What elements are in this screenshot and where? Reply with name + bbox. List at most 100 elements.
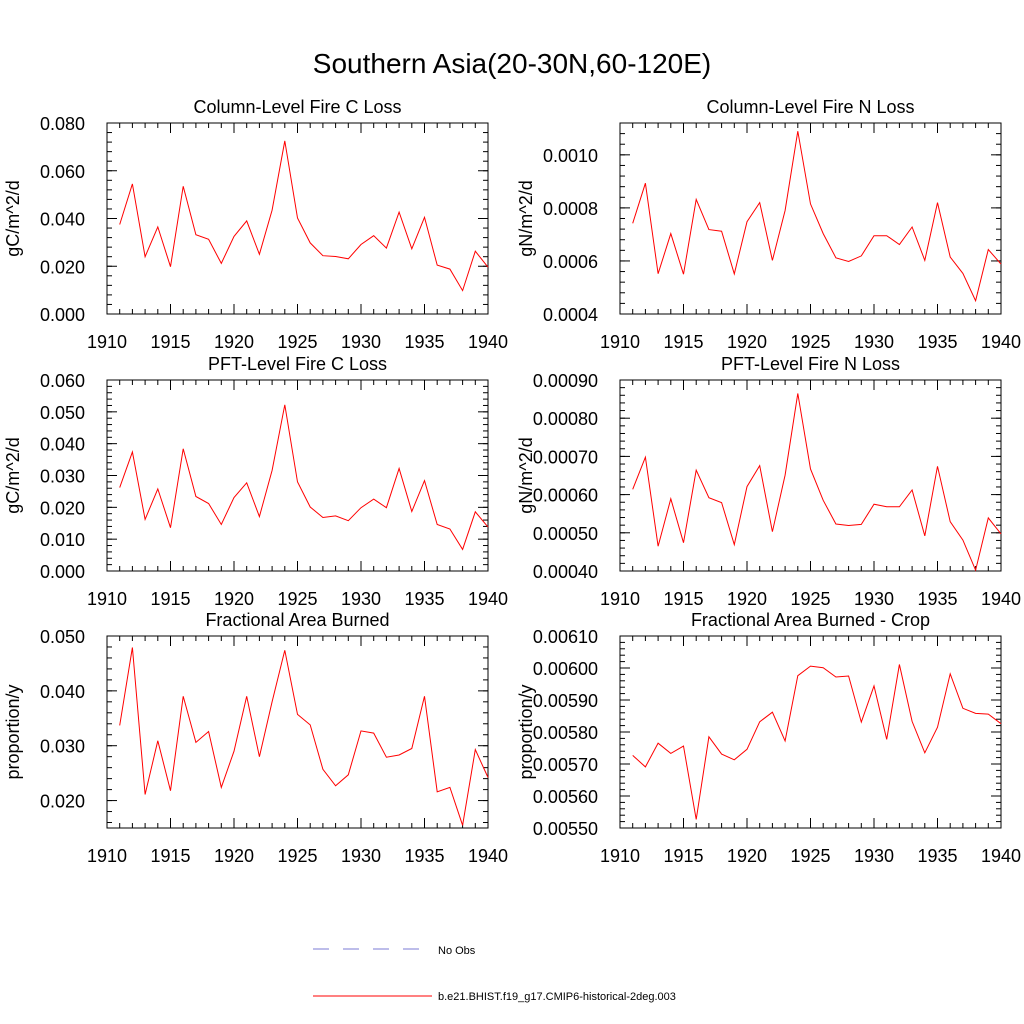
panel-2-y-tick-label: 0.0008 bbox=[543, 199, 598, 219]
panel-6-y-tick-label: 0.00580 bbox=[533, 723, 598, 743]
panel-4-y-tick-label: 0.00080 bbox=[533, 409, 598, 429]
panel-1-x-tick-label: 1930 bbox=[341, 332, 381, 352]
panel-2-x-tick-label: 1910 bbox=[600, 332, 640, 352]
panel-4-series-line-1 bbox=[632, 393, 1002, 572]
panel-4-x-tick-label: 1920 bbox=[727, 589, 767, 609]
panel-5-x-tick-label: 1910 bbox=[87, 846, 127, 866]
panel-5-y-tick-label: 0.050 bbox=[40, 627, 85, 647]
panel-6-x-tick-label: 1925 bbox=[790, 846, 830, 866]
panel-5-x-tick-label: 1925 bbox=[277, 846, 317, 866]
panel-5-x-tick-label: 1940 bbox=[468, 846, 508, 866]
panel-1-x-tick-label: 1935 bbox=[404, 332, 444, 352]
panel-3-x-tick-label: 1925 bbox=[277, 589, 317, 609]
panel-2-y-tick-label: 0.0006 bbox=[543, 252, 598, 272]
panel-2-y-axis-label: gN/m^2/d bbox=[516, 180, 536, 256]
panel-2-x-tick-label: 1930 bbox=[854, 332, 894, 352]
panel-6-x-tick-label: 1930 bbox=[854, 846, 894, 866]
panel-2-frame bbox=[619, 122, 1002, 315]
panel-3-y-tick-label: 0.030 bbox=[40, 467, 85, 487]
panel-1-x-tick-label: 1920 bbox=[214, 332, 254, 352]
panel-2-x-tick-label: 1940 bbox=[981, 332, 1021, 352]
panel-5-y-tick-label: 0.040 bbox=[40, 682, 85, 702]
panel-2-x-tick-label: 1925 bbox=[790, 332, 830, 352]
panel-3-y-tick-label: 0.060 bbox=[40, 371, 85, 391]
panel-3-y-tick-label: 0.040 bbox=[40, 435, 85, 455]
panel-6-y-tick-label: 0.00590 bbox=[533, 691, 598, 711]
panel-4-x-tick-label: 1910 bbox=[600, 589, 640, 609]
panel-6-x-tick-label: 1940 bbox=[981, 846, 1021, 866]
panel-3-frame bbox=[106, 379, 489, 572]
legend-model-label: b.e21.BHIST.f19_g17.CMIP6-historical-2de… bbox=[438, 991, 676, 1003]
panel-5-title: Fractional Area Burned bbox=[205, 610, 389, 630]
panel-4-y-axis-label: gN/m^2/d bbox=[516, 437, 536, 513]
panel-3-y-tick-label: 0.000 bbox=[40, 562, 85, 582]
panel-4-x-tick-label: 1925 bbox=[790, 589, 830, 609]
panel-6-y-axis-label: proportion/y bbox=[516, 684, 536, 779]
panel-6-x-tick-label: 1915 bbox=[663, 846, 703, 866]
panel-1-y-tick-label: 0.040 bbox=[40, 210, 85, 230]
panel-1-y-tick-label: 0.060 bbox=[40, 162, 85, 182]
panel-1-y-axis-label: gC/m^2/d bbox=[3, 180, 23, 256]
panel-4-y-tick-label: 0.00060 bbox=[533, 486, 598, 506]
panel-3-y-tick-label: 0.010 bbox=[40, 530, 85, 550]
panel-5-y-tick-label: 0.030 bbox=[40, 737, 85, 757]
panel-4-title: PFT-Level Fire N Loss bbox=[721, 354, 900, 374]
panel-6-series-line-1 bbox=[632, 664, 1002, 820]
panel-2-x-tick-label: 1935 bbox=[917, 332, 957, 352]
panel-4-x-tick-label: 1915 bbox=[663, 589, 703, 609]
panel-6-frame bbox=[619, 635, 1002, 829]
panel-1-title: Column-Level Fire C Loss bbox=[193, 97, 401, 117]
panel-5-frame bbox=[106, 635, 489, 829]
figure-title: Southern Asia(20-30N,60-120E) bbox=[312, 48, 712, 79]
panel-4-x-tick-label: 1935 bbox=[917, 589, 957, 609]
panel-3-y-tick-label: 0.050 bbox=[40, 403, 85, 423]
panel-3-y-tick-label: 0.020 bbox=[40, 498, 85, 518]
panel-1-x-tick-label: 1915 bbox=[150, 332, 190, 352]
panel-2-title: Column-Level Fire N Loss bbox=[706, 97, 914, 117]
panel-2-x-tick-label: 1915 bbox=[663, 332, 703, 352]
panel-5-y-tick-label: 0.020 bbox=[40, 792, 85, 812]
panel-4-y-tick-label: 0.00090 bbox=[533, 371, 598, 391]
panel-5-x-tick-label: 1930 bbox=[341, 846, 381, 866]
panel-3-x-tick-label: 1940 bbox=[468, 589, 508, 609]
panel-4-y-tick-label: 0.00050 bbox=[533, 524, 598, 544]
panel-4-x-tick-label: 1940 bbox=[981, 589, 1021, 609]
panel-2-y-tick-label: 0.0010 bbox=[543, 146, 598, 166]
panel-6-y-tick-label: 0.00570 bbox=[533, 755, 598, 775]
panel-2-y-tick-label: 0.0004 bbox=[543, 305, 598, 325]
panel-3-series-line-1 bbox=[119, 404, 489, 551]
panel-6-y-tick-label: 0.00560 bbox=[533, 787, 598, 807]
panel-2-x-tick-label: 1920 bbox=[727, 332, 767, 352]
panel-2-series-line-1 bbox=[632, 131, 1002, 303]
panel-3-x-tick-label: 1935 bbox=[404, 589, 444, 609]
panel-3-x-tick-label: 1930 bbox=[341, 589, 381, 609]
panel-5-series-line-1 bbox=[119, 647, 489, 826]
panel-4-frame bbox=[619, 379, 1002, 572]
panel-6-x-tick-label: 1910 bbox=[600, 846, 640, 866]
legend-no-obs-label: No Obs bbox=[438, 945, 476, 957]
panel-6-x-tick-label: 1935 bbox=[917, 846, 957, 866]
panel-4-y-tick-label: 0.00070 bbox=[533, 447, 598, 467]
panel-6-y-tick-label: 0.00610 bbox=[533, 627, 598, 647]
panel-5-x-tick-label: 1935 bbox=[404, 846, 444, 866]
panel-4-x-tick-label: 1930 bbox=[854, 589, 894, 609]
panel-6-y-tick-label: 0.00550 bbox=[533, 819, 598, 839]
panel-3-x-tick-label: 1920 bbox=[214, 589, 254, 609]
panel-5-y-axis-label: proportion/y bbox=[3, 684, 23, 779]
panel-1-series-line-1 bbox=[119, 140, 489, 292]
panel-5-x-tick-label: 1915 bbox=[150, 846, 190, 866]
panel-1-y-tick-label: 0.080 bbox=[40, 114, 85, 134]
panel-5-x-tick-label: 1920 bbox=[214, 846, 254, 866]
panel-6-title: Fractional Area Burned - Crop bbox=[691, 610, 930, 630]
panel-3-x-tick-label: 1915 bbox=[150, 589, 190, 609]
panel-1-x-tick-label: 1940 bbox=[468, 332, 508, 352]
panel-1-y-tick-label: 0.020 bbox=[40, 257, 85, 277]
panel-1-y-tick-label: 0.000 bbox=[40, 305, 85, 325]
panel-4-y-tick-label: 0.00040 bbox=[533, 562, 598, 582]
panel-3-title: PFT-Level Fire C Loss bbox=[208, 354, 387, 374]
panel-1-x-tick-label: 1910 bbox=[87, 332, 127, 352]
panel-3-y-axis-label: gC/m^2/d bbox=[3, 437, 23, 513]
panel-6-y-tick-label: 0.00600 bbox=[533, 659, 598, 679]
panel-1-x-tick-label: 1925 bbox=[277, 332, 317, 352]
